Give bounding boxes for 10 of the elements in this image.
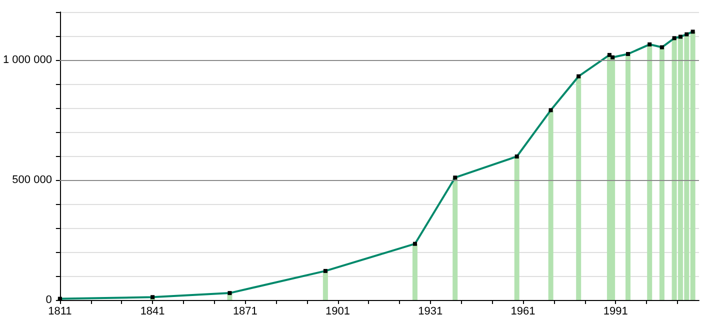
- x-tick-label: 1841: [140, 306, 165, 318]
- x-tick-label: 1811: [48, 306, 72, 318]
- x-tick-label: 1961: [510, 306, 536, 318]
- x-tick-label: 1871: [232, 306, 258, 318]
- x-tick-label: 1931: [418, 306, 443, 318]
- x-tick-label: 1991: [603, 306, 628, 318]
- x-tick-label: 1901: [326, 306, 350, 318]
- y-tick-label: 0: [46, 294, 52, 306]
- y-tick-label: 500 000: [12, 174, 52, 186]
- y-tick-label: 1 000 000: [3, 54, 52, 66]
